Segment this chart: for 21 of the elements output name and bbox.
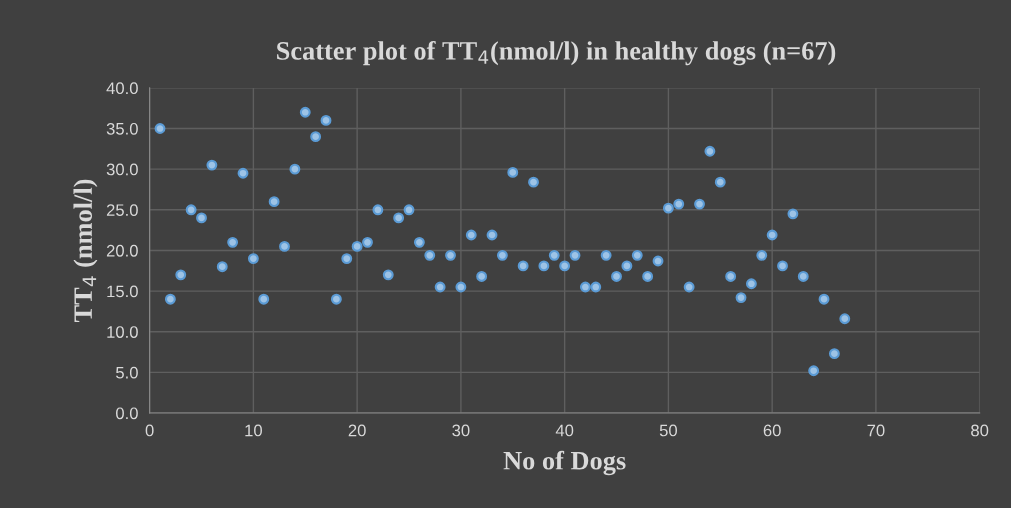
y-axis-title: TT$_{4}$ (nmol/l) — [73, 179, 98, 323]
x-axis-title: No of Dogs — [503, 450, 626, 476]
y-tick-label: 15.0 — [107, 285, 138, 298]
x-tick-label: 70 — [867, 424, 885, 437]
y-tick-label: 20.0 — [106, 244, 138, 257]
y-tick-label: 5.0 — [116, 366, 138, 379]
x-tick-label: 40 — [555, 424, 574, 437]
x-tick-label: 10 — [245, 424, 262, 437]
y-tick-label: 25.0 — [106, 204, 138, 217]
y-tick-label: 40.0 — [106, 82, 138, 95]
x-tick-label: 30 — [452, 424, 470, 437]
x-tick-label: 20 — [348, 424, 366, 437]
x-tick-label: 60 — [763, 424, 781, 437]
chart-title: Scatter plot of TT$_{4}$(nmol/l) in healthy dogs (n=67) — [277, 40, 836, 66]
x-tick-label: 0 — [145, 424, 154, 437]
x-tick-label: 80 — [971, 424, 989, 437]
y-tick-label: 30.0 — [106, 163, 138, 176]
y-tick-label: 35.0 — [106, 122, 138, 135]
x-tick-label: 50 — [659, 424, 678, 437]
y-tick-label: 10.0 — [107, 326, 138, 338]
y-tick-label: 0.0 — [116, 407, 138, 420]
